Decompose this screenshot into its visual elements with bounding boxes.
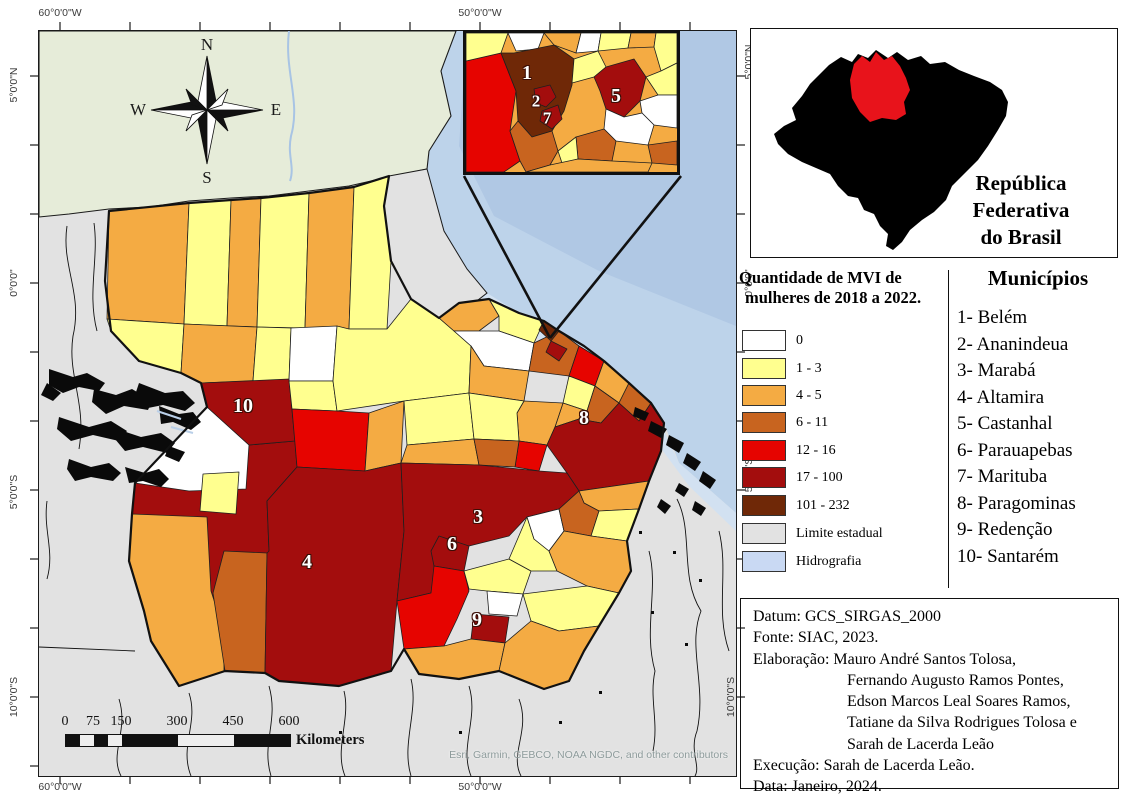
municipios-title: Municípios: [987, 266, 1089, 290]
info-data: Data: Janeiro, 2024.: [753, 778, 882, 794]
legend-swatch-2: [742, 385, 786, 406]
graticule-label: 10°0'0"S: [725, 676, 737, 718]
info-elaboracao-cont: Fernando Augusto Ramos Pontes,: [847, 671, 1064, 689]
legend-label-7: Limite estadual: [796, 526, 883, 541]
scale-tick: 150: [110, 714, 132, 729]
foreign-countries-layer: [39, 31, 457, 218]
belem-inset-canvas: [466, 33, 677, 172]
municipios-panel: Municípios 1- Belém 2- Ananindeua 3- Mar…: [957, 266, 1119, 570]
municipio-list-item: 1- Belém: [957, 307, 1028, 328]
legend-swatch-7: [742, 523, 786, 544]
municipio-list-item: 9- Redenção: [957, 519, 1053, 540]
graticule-label: 5°0'0"S: [8, 474, 20, 510]
map-label-paragominas: 8: [579, 407, 589, 430]
compass-west-label: W: [130, 100, 147, 119]
legend-label-0: 0: [796, 333, 803, 348]
graticule-label: 50°0'0"W: [458, 781, 502, 793]
scale-bar: 0 75 150 300 450 600 Kilometers: [58, 714, 388, 754]
municipio-list-item: 3- Marabá: [957, 360, 1036, 381]
legend-label-1: 1 - 3: [796, 361, 822, 376]
compass-east-label: E: [271, 100, 281, 119]
scale-tick: 75: [86, 714, 100, 729]
brazil-title-line: Federativa: [972, 198, 1070, 222]
brazil-title-line: do Brasil: [980, 225, 1062, 249]
graticule-label: 5°0'0"N: [8, 67, 20, 103]
legend-label-3: 6 - 11: [796, 415, 829, 430]
legend-title-line2: mulheres de 2018 a 2022.: [745, 288, 922, 307]
info-elaboracao-cont: Edson Marcos Leal Soares Ramos,: [847, 693, 1071, 711]
scale-tick: 600: [278, 714, 300, 729]
basemap-attribution: Esri, Garmin, GEBCO, NOAA NGDC, and othe…: [449, 749, 728, 761]
legend-label-5: 17 - 100: [796, 470, 843, 485]
info-fonte: Fonte: SIAC, 2023.: [753, 629, 879, 647]
legend-title-line1: Quantidade de MVI de: [739, 268, 902, 287]
brazil-silhouette: [774, 50, 1008, 250]
scale-tick: 450: [222, 714, 244, 729]
main-map-canvas: [39, 31, 736, 776]
municipio-list-item: 2- Ananindeua: [957, 333, 1069, 355]
legend-swatch-8: [742, 551, 786, 572]
inset-label-castanhal: 5: [611, 85, 621, 108]
legend-swatch-1: [742, 358, 786, 379]
info-elaboracao-cont: Sarah de Lacerda Leão: [847, 735, 995, 753]
legend-swatch-4: [742, 440, 786, 461]
brazil-locator-inset: República Federativa do Brasil: [750, 28, 1118, 258]
legend-swatch-3: [742, 412, 786, 433]
info-execucao: Execução: Sarah de Lacerda Leão.: [753, 757, 975, 775]
legend-swatch-0: [742, 330, 786, 351]
graticule-label: 10°0'0"S: [8, 676, 20, 718]
belem-inset-map: [463, 30, 680, 175]
map-label-redencao: 9: [472, 609, 482, 632]
map-legend: Quantidade de MVI de mulheres de 2018 a …: [739, 268, 945, 590]
scale-tick: 300: [166, 714, 188, 729]
legend-swatch-5: [742, 467, 786, 488]
municipio-list-item: 4- Altamira: [957, 386, 1045, 408]
scale-bar-graphic: [65, 734, 291, 747]
map-label-santarem: 10: [233, 395, 253, 418]
municipio-list-item: 6- Parauapebas: [957, 439, 1073, 461]
info-elaboracao: Elaboração: Mauro André Santos Tolosa,: [753, 650, 1016, 668]
panel-divider: [948, 270, 949, 588]
inset-label-belem: 1: [522, 62, 532, 85]
para-municipalities-layer: [106, 175, 665, 690]
inset-label-marituba: 7: [542, 108, 552, 128]
info-datum: Datum: GCS_SIRGAS_2000: [753, 608, 942, 625]
map-label-maraba: 3: [473, 506, 483, 529]
scale-unit-label: Kilometers: [296, 732, 365, 748]
municipio-list-item: 8- Paragominas: [957, 492, 1076, 514]
inset-connector-lines: [462, 175, 683, 339]
municipio-list-item: 10- Santarém: [957, 545, 1059, 567]
legend-label-4: 12 - 16: [796, 443, 836, 458]
para-state-border: [103, 174, 666, 691]
map-label-parauapebas: 6: [447, 533, 457, 556]
compass-south-label: S: [202, 168, 211, 187]
info-elaboracao-cont: Tatiane da Silva Rodrigues Tolosa e: [847, 714, 1077, 732]
compass-rose: N S E W: [130, 35, 281, 187]
municipio-list-item: 7- Marituba: [957, 466, 1048, 487]
graticule-label: 50°0'0"W: [458, 7, 502, 19]
scale-tick: 0: [61, 714, 69, 729]
legend-label-2: 4 - 5: [796, 388, 822, 403]
brazil-title-line: República: [975, 171, 1067, 195]
compass-north-label: N: [201, 35, 213, 54]
graticule-label: 0°0'0": [8, 269, 20, 297]
legend-label-6: 101 - 232: [796, 498, 850, 513]
map-label-altamira: 4: [302, 551, 312, 574]
hydrography-hatch-layer: [39, 222, 730, 776]
legend-label-8: Hidrografia: [796, 554, 862, 569]
metadata-info-box: Datum: GCS_SIRGAS_2000 Fonte: SIAC, 2023…: [740, 598, 1119, 794]
graticule-label: 60°0'0"W: [38, 7, 82, 19]
graticule-label: 60°0'0"W: [38, 781, 82, 793]
legend-swatch-6: [742, 495, 786, 516]
inset-label-ananindeua: 2: [531, 91, 541, 111]
para-state-highlight: [850, 52, 910, 122]
municipio-list-item: 5- Castanhal: [957, 413, 1053, 434]
